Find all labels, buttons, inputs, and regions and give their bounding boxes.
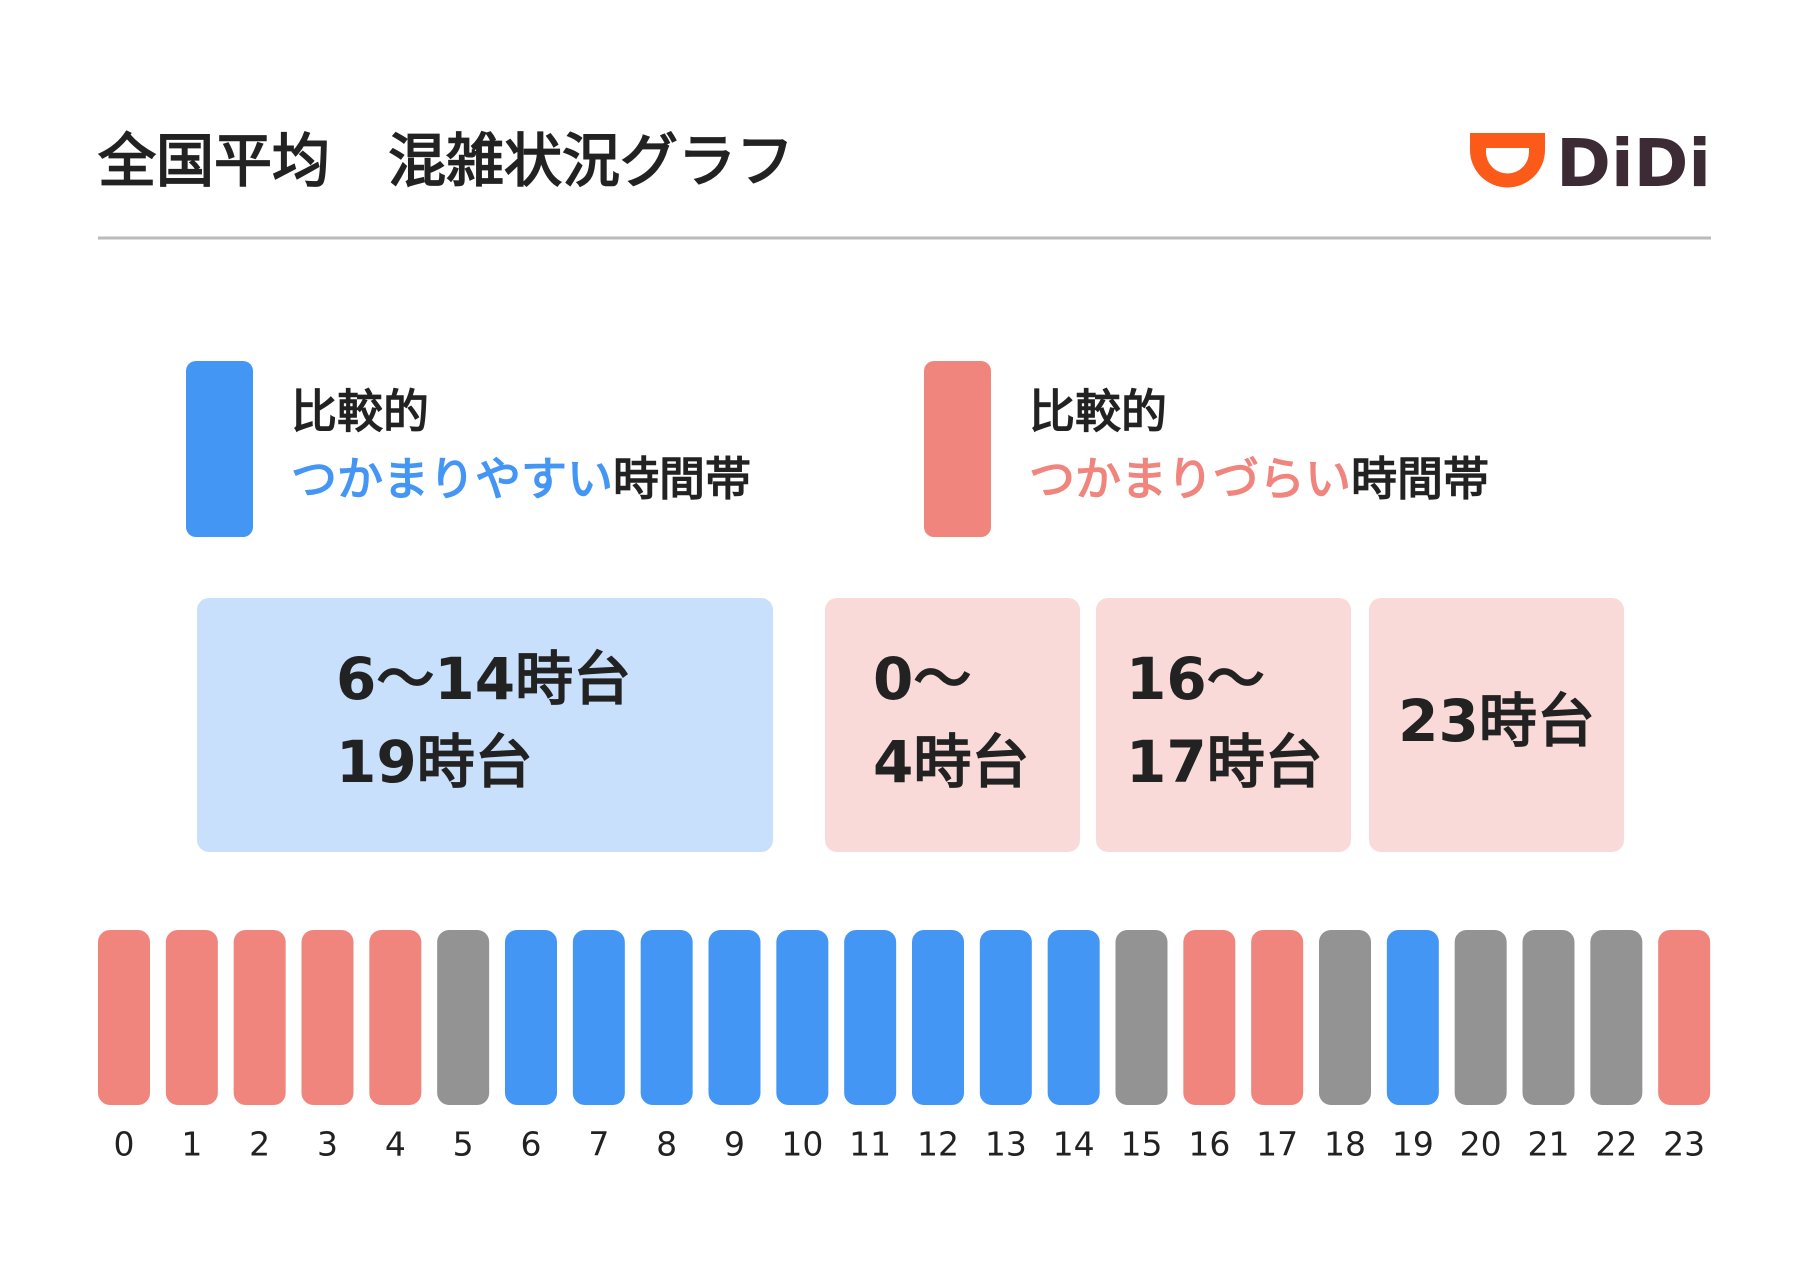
hour-bar — [1590, 930, 1643, 1105]
hour-bar — [776, 930, 829, 1105]
hour-label: 9 — [724, 1125, 745, 1164]
hour-bar — [572, 930, 625, 1105]
hour-label: 8 — [656, 1125, 677, 1164]
time-box-text: 23時台 — [1398, 687, 1595, 755]
hour-bar — [979, 930, 1032, 1105]
title: 全国平均 混雑状況グラフ — [97, 127, 794, 195]
hour-bar — [912, 930, 964, 1105]
legend-line: つかまりづらい時間帯 — [1029, 452, 1489, 506]
time-box-text: 16〜 — [1126, 645, 1265, 713]
legend-line: 比較的 — [1029, 385, 1167, 439]
hour-bar — [844, 930, 897, 1105]
hour-label: 4 — [385, 1125, 406, 1164]
hour-label: 2 — [249, 1125, 270, 1164]
hour-bar — [1386, 930, 1439, 1105]
logo: DiDi — [1470, 125, 1711, 202]
hour-label: 5 — [453, 1125, 474, 1164]
hour-bar — [301, 930, 354, 1105]
hour-label: 3 — [317, 1125, 338, 1164]
time-box-text: 0〜 — [873, 645, 971, 713]
legend-highlight: つかまりづらい — [1029, 452, 1351, 506]
time-box-text: 17時台 — [1126, 728, 1323, 796]
hour-bar — [708, 930, 761, 1105]
hour-bar — [1454, 930, 1507, 1105]
hour-bar — [1183, 930, 1236, 1105]
hour-bar — [1522, 930, 1575, 1105]
legend-suffix: 時間帯 — [613, 452, 751, 506]
hour-label: 7 — [588, 1125, 609, 1164]
hour-bar — [1047, 930, 1100, 1105]
hour-label: 21 — [1528, 1125, 1570, 1164]
hour-label: 19 — [1392, 1125, 1434, 1164]
hour-label: 13 — [985, 1125, 1027, 1164]
time-box — [1096, 598, 1351, 852]
hour-label: 16 — [1188, 1125, 1230, 1164]
hour-label: 20 — [1460, 1125, 1502, 1164]
hour-bar — [640, 930, 693, 1105]
hour-bar — [437, 930, 490, 1105]
hour-bar — [369, 930, 422, 1105]
legend-swatch — [924, 361, 991, 537]
time-box — [825, 598, 1080, 852]
time-box — [197, 598, 773, 852]
time-box-text: 6〜14時台 — [336, 645, 631, 713]
hour-label: 15 — [1121, 1125, 1163, 1164]
hour-bar — [505, 930, 557, 1105]
hour-label: 10 — [781, 1125, 823, 1164]
hour-bar — [233, 930, 286, 1105]
legend-suffix: 時間帯 — [1351, 452, 1489, 506]
hour-label: 1 — [181, 1125, 202, 1164]
logo-mark — [1470, 133, 1545, 188]
legend-highlight: つかまりやすい — [291, 452, 613, 506]
hour-label: 12 — [917, 1125, 959, 1164]
hour-label: 11 — [849, 1125, 891, 1164]
legend-line: つかまりやすい時間帯 — [291, 452, 751, 506]
time-box — [1369, 598, 1624, 852]
hour-bar — [98, 930, 150, 1105]
hour-label: 22 — [1595, 1125, 1637, 1164]
hour-label: 17 — [1256, 1125, 1298, 1164]
hour-bar — [1251, 930, 1304, 1105]
hour-label: 18 — [1324, 1125, 1366, 1164]
legend-line: 比較的 — [291, 385, 429, 439]
hour-label: 6 — [521, 1125, 542, 1164]
time-box-text: 4時台 — [873, 728, 1029, 796]
hour-bar — [1115, 930, 1168, 1105]
hour-label: 0 — [114, 1125, 135, 1164]
legend-swatch — [186, 361, 253, 537]
hour-label: 23 — [1663, 1125, 1705, 1164]
hour-bar — [1319, 930, 1371, 1105]
hour-label: 14 — [1053, 1125, 1095, 1164]
hour-bar — [165, 930, 218, 1105]
time-box-text: 19時台 — [336, 728, 533, 796]
logo-text: DiDi — [1556, 125, 1711, 202]
hour-bar — [1658, 930, 1711, 1105]
